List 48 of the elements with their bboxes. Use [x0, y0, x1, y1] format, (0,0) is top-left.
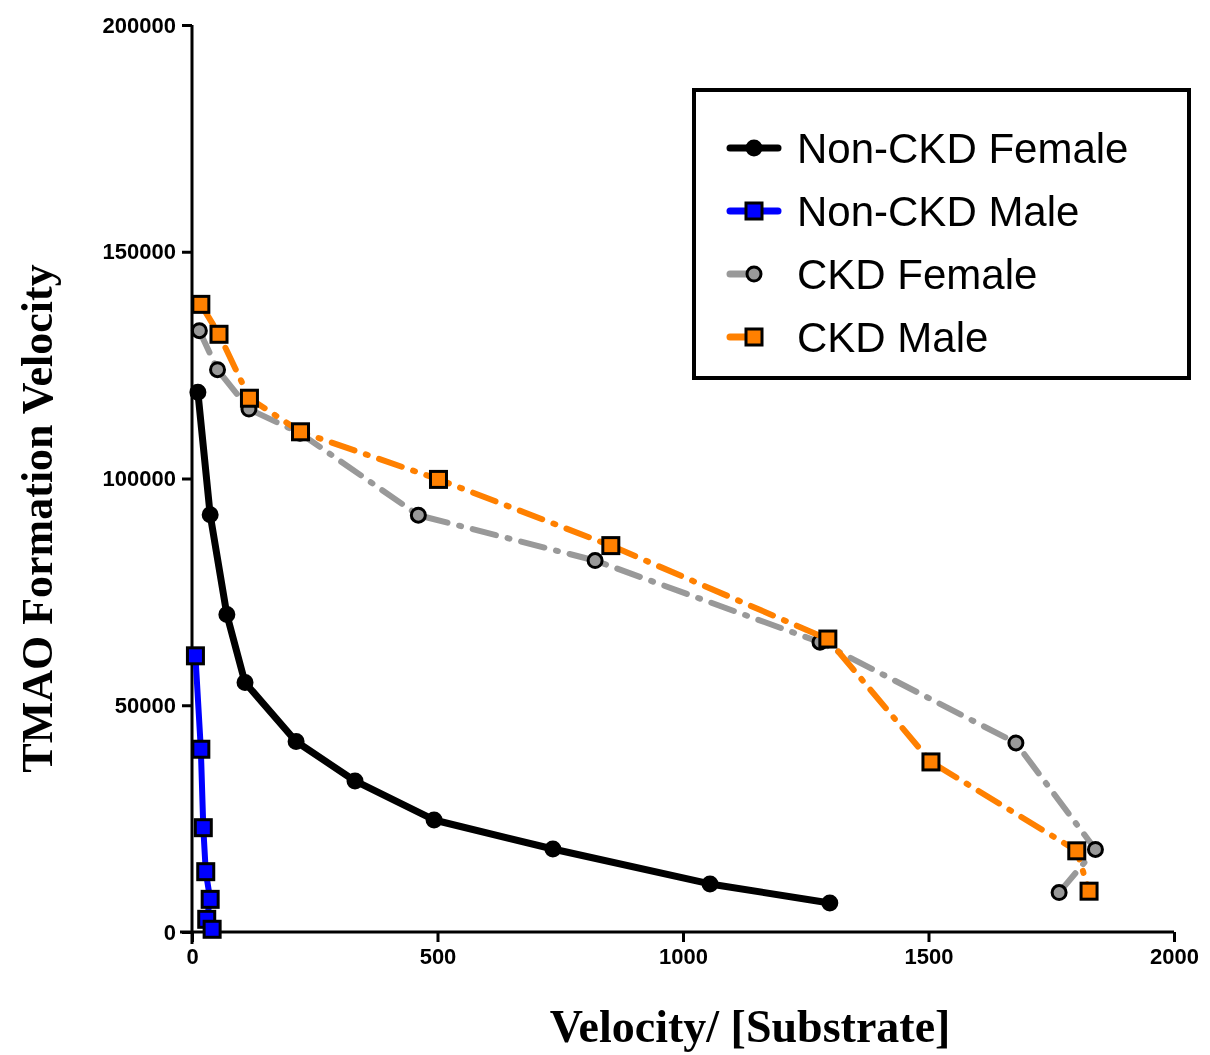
- x-tick-label: 0: [186, 943, 199, 969]
- legend-label: CKD Male: [797, 314, 989, 361]
- point: [821, 894, 839, 912]
- point: [1007, 734, 1025, 752]
- point: [191, 739, 211, 759]
- point: [209, 324, 229, 344]
- y-axis-title: TMAO Formation Velocity: [13, 264, 62, 773]
- point: [1067, 841, 1087, 861]
- legend-label: Non-CKD Male: [797, 188, 1080, 235]
- point: [239, 388, 259, 408]
- point: [201, 506, 219, 524]
- point: [193, 818, 213, 838]
- x-tick-label: 1500: [904, 943, 954, 969]
- point: [185, 646, 205, 666]
- point: [544, 840, 562, 858]
- point: [818, 629, 838, 649]
- legend-label: CKD Female: [797, 251, 1038, 298]
- point: [190, 322, 208, 340]
- point: [586, 552, 604, 570]
- point: [287, 733, 305, 751]
- point: [209, 361, 227, 379]
- point: [191, 294, 211, 314]
- point: [189, 383, 207, 401]
- x-tick-label: 1000: [659, 943, 708, 969]
- point: [1050, 884, 1068, 902]
- y-tick-label: 100000: [102, 466, 176, 492]
- point: [601, 536, 621, 556]
- legend-label: Non-CKD Female: [797, 125, 1129, 172]
- point: [202, 919, 222, 939]
- point: [196, 862, 216, 882]
- point: [701, 875, 719, 893]
- y-tick-label: 150000: [102, 239, 176, 265]
- x-tick-label: 2000: [1150, 943, 1199, 969]
- x-axis-title: Velocity/ [Substrate]: [549, 1001, 951, 1052]
- point: [200, 889, 220, 909]
- point: [346, 772, 364, 790]
- y-tick-label: 50000: [114, 692, 176, 718]
- y-tick-label: 200000: [102, 12, 176, 38]
- point: [218, 606, 236, 624]
- point: [409, 506, 427, 524]
- point: [236, 674, 254, 692]
- point: [921, 752, 941, 772]
- point: [425, 811, 443, 829]
- point: [1086, 840, 1104, 858]
- point: [1079, 881, 1099, 901]
- y-tick-label: 0: [163, 919, 176, 945]
- point: [428, 469, 448, 489]
- x-tick-label: 500: [419, 943, 457, 969]
